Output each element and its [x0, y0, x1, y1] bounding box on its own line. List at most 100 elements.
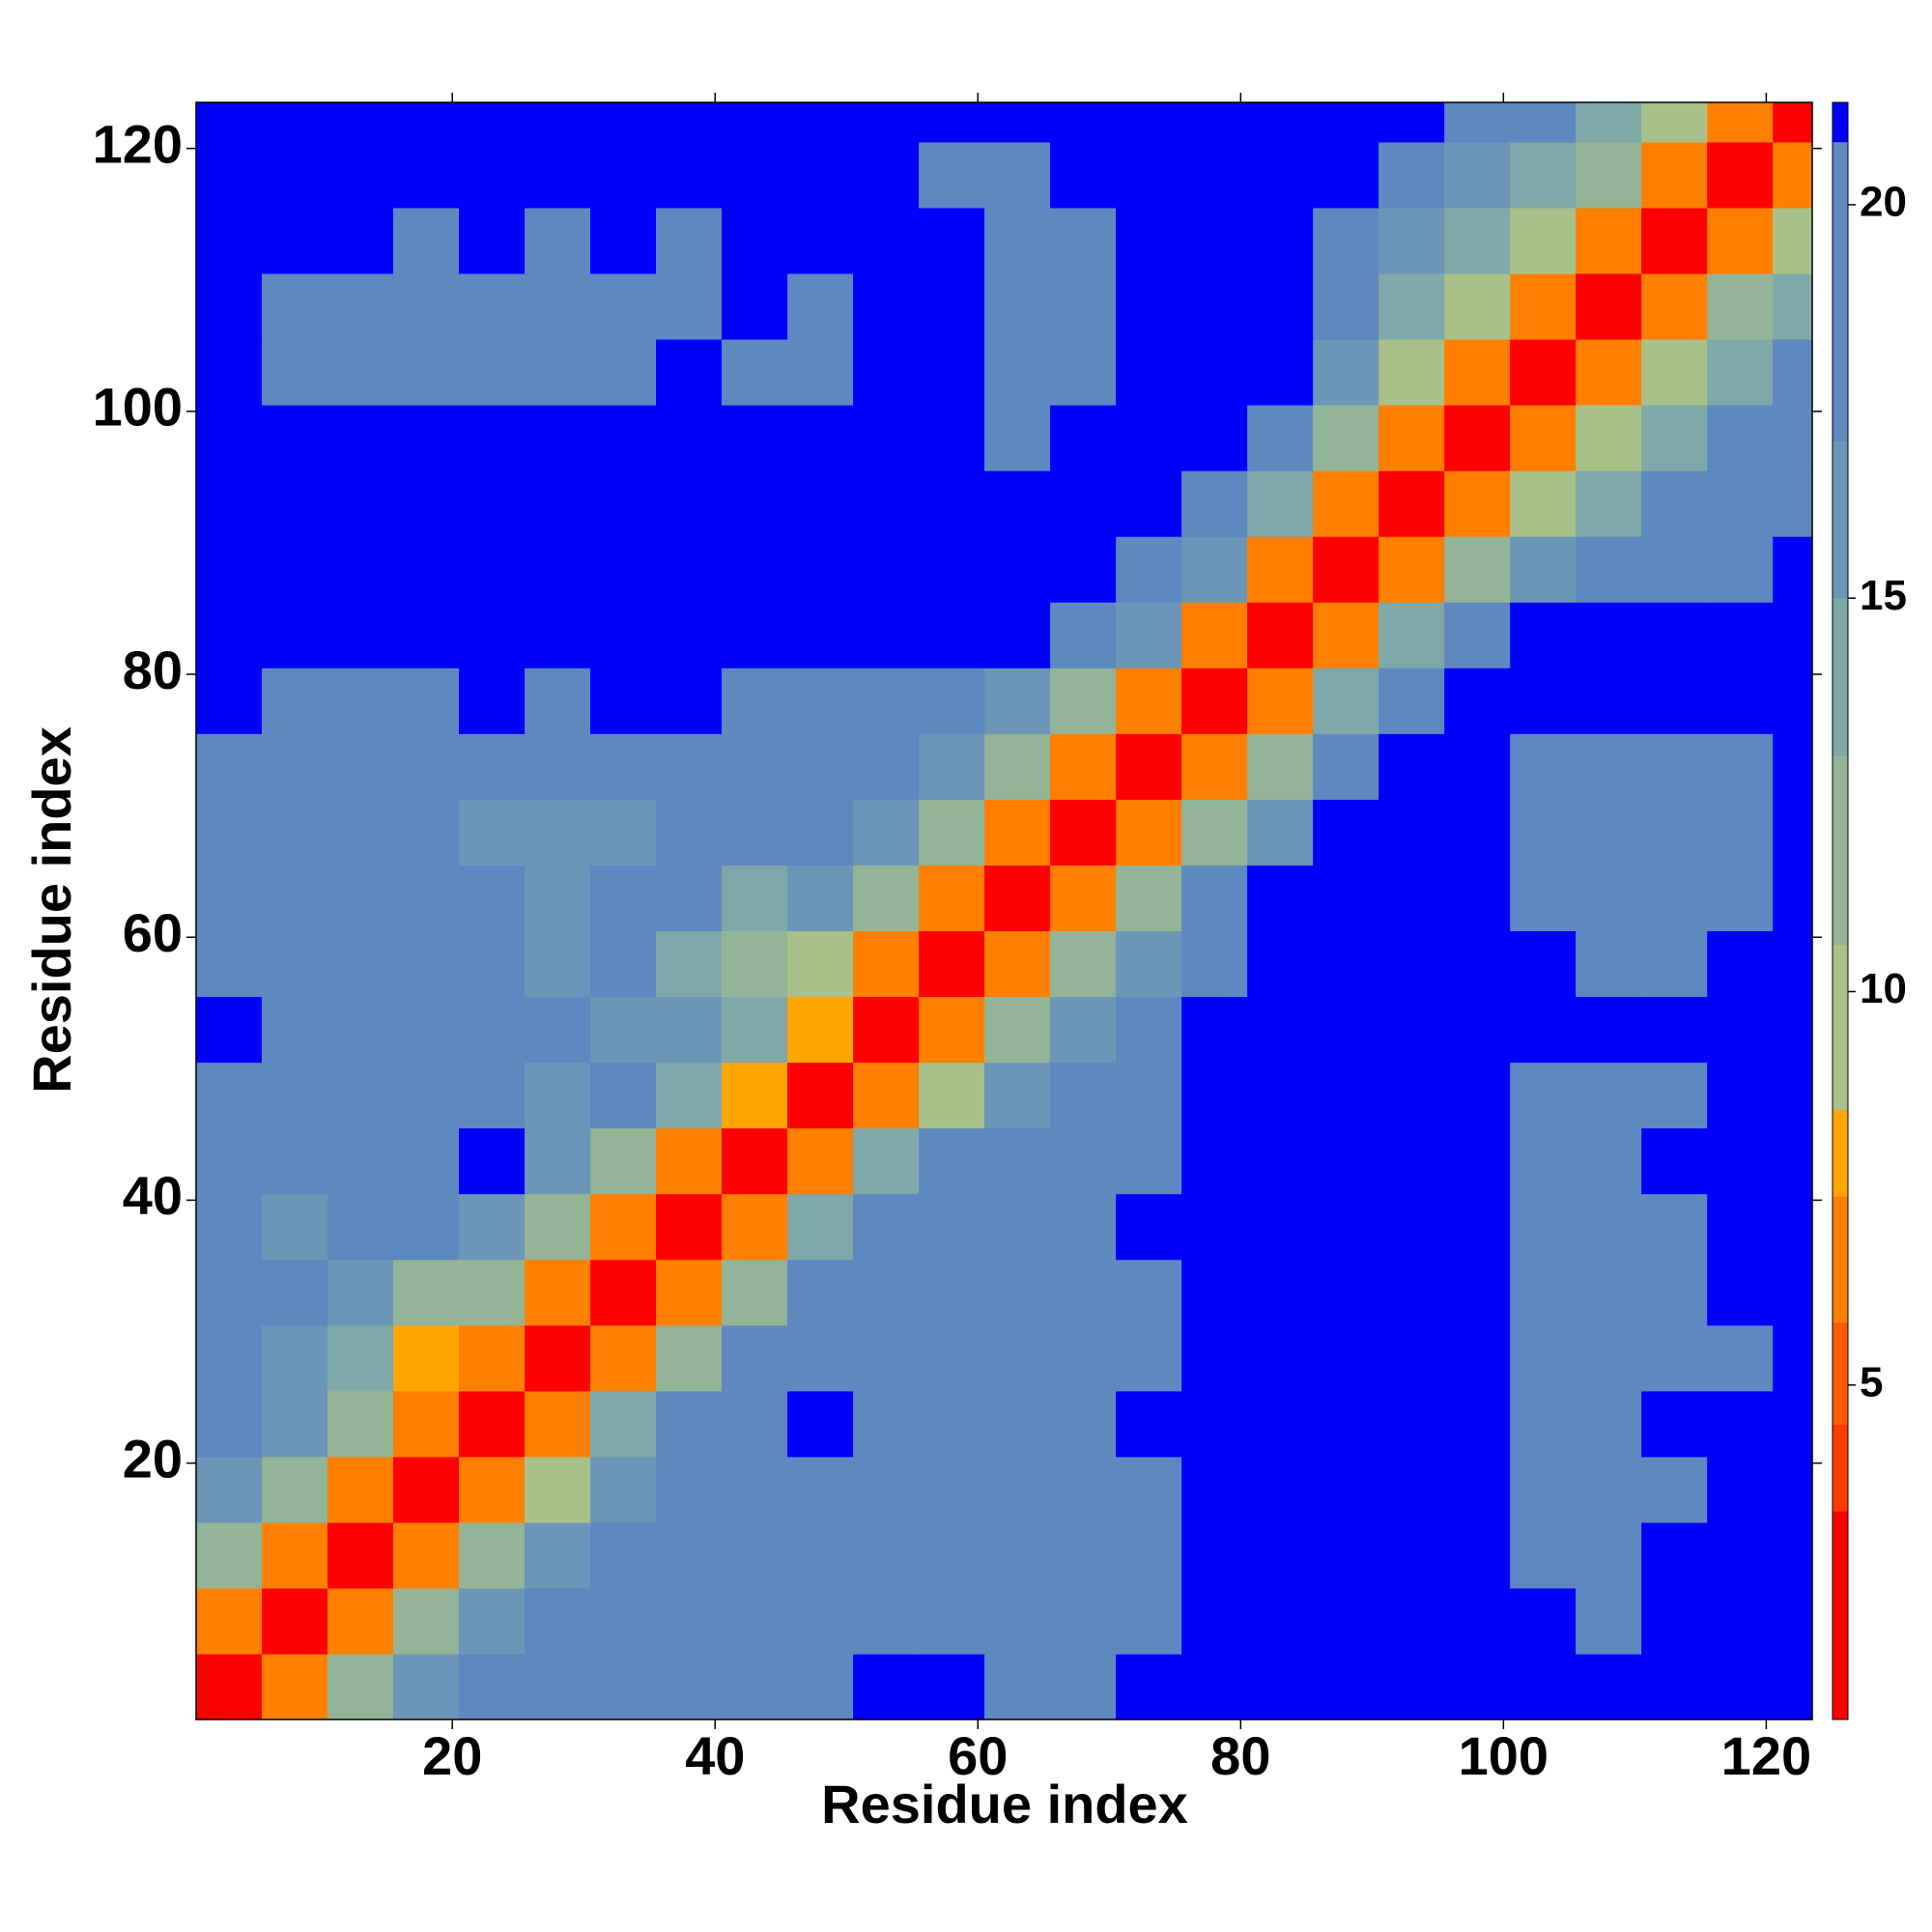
heatmap-cell [1773, 405, 1813, 471]
heatmap-cell [1247, 1324, 1314, 1392]
heatmap-cell [1378, 207, 1445, 274]
heatmap-cell [590, 1193, 657, 1261]
heatmap-cell [262, 930, 328, 998]
heatmap-cell [722, 930, 788, 998]
heatmap-cell [525, 1390, 591, 1458]
heatmap-cell [1773, 1521, 1813, 1589]
heatmap-cell [262, 1653, 328, 1720]
heatmap-cell [1116, 602, 1182, 668]
heatmap-cell [1313, 1653, 1379, 1720]
heatmap-cell [1050, 1127, 1117, 1195]
heatmap-cell [1116, 272, 1182, 340]
heatmap-cell [1707, 865, 1774, 932]
heatmap-cell [1773, 733, 1813, 800]
heatmap-cell [853, 1521, 920, 1589]
heatmap-cell [1378, 1390, 1445, 1458]
heatmap-cell [196, 668, 263, 734]
heatmap-cell [1116, 1259, 1182, 1326]
y-tick-label: 120 [93, 113, 183, 174]
heatmap-cell [1050, 272, 1117, 340]
heatmap-cell [1641, 272, 1708, 340]
heatmap-cell [1378, 930, 1445, 998]
heatmap-cell [787, 799, 854, 866]
heatmap-cell [1444, 141, 1511, 209]
heatmap-cell [853, 865, 920, 932]
heatmap-cell [1116, 338, 1182, 406]
heatmap-cell [1576, 1456, 1642, 1523]
heatmap-cell [393, 536, 460, 603]
heatmap-cell [1510, 1521, 1577, 1589]
heatmap-cell [196, 536, 263, 603]
heatmap-cell [1576, 1587, 1642, 1655]
heatmap-cell [393, 996, 460, 1064]
heatmap-cell [919, 338, 985, 406]
heatmap-cell [1116, 102, 1182, 143]
heatmap-cell [1313, 733, 1379, 800]
heatmap-cell [787, 1062, 854, 1129]
heatmap-cell [1510, 1456, 1577, 1523]
heatmap-cell [1576, 1521, 1642, 1589]
colorbar-band [1833, 944, 1848, 1111]
heatmap-cell [787, 1521, 854, 1589]
heatmap-cell [196, 470, 263, 537]
heatmap-cell [853, 1062, 920, 1129]
heatmap-cell [262, 733, 328, 800]
heatmap-cell [853, 733, 920, 800]
heatmap-cell [722, 1390, 788, 1458]
heatmap-cell [327, 1456, 394, 1523]
heatmap-cell [1510, 470, 1577, 537]
heatmap-cell [1181, 470, 1248, 537]
heatmap-cell [1050, 1456, 1117, 1523]
heatmap-cell [1641, 1390, 1708, 1458]
heatmap-cell [1313, 536, 1379, 603]
heatmap-cell [853, 1456, 920, 1523]
heatmap-cell [1641, 733, 1708, 800]
heatmap-cell [1444, 207, 1511, 274]
heatmap-cell [393, 1653, 460, 1720]
heatmap-cell [459, 668, 526, 734]
heatmap-cell [393, 1193, 460, 1261]
heatmap-cell [327, 141, 394, 209]
heatmap-cell [1576, 141, 1642, 209]
heatmap-cell [1378, 865, 1445, 932]
heatmap-cell [459, 102, 526, 143]
heatmap-cell [196, 1587, 263, 1655]
axes: 20 40 60 80 100 120 20 40 60 80 100 120 5 10 15 20 [93, 93, 1907, 1786]
heatmap-cell [722, 1521, 788, 1589]
heatmap-cell [1378, 1653, 1445, 1720]
heatmap-cell [853, 1259, 920, 1326]
x-tick-label: 20 [422, 1725, 482, 1786]
heatmap-cell [262, 1259, 328, 1326]
heatmap-cell [393, 1127, 460, 1195]
heatmap-cell [262, 799, 328, 866]
heatmap-cell [984, 865, 1051, 932]
heatmap-cell [1181, 602, 1248, 668]
heatmap-cell [1247, 102, 1314, 143]
heatmap-cell [984, 1062, 1051, 1129]
heatmap-cell [1641, 1193, 1708, 1261]
heatmap-cell [196, 338, 263, 406]
heatmap-cell [984, 536, 1051, 603]
heatmap-cell [196, 602, 263, 668]
heatmap-cell [656, 338, 723, 406]
heatmap-cell [459, 865, 526, 932]
heatmap-cell [1444, 996, 1511, 1064]
heatmap-cell [722, 602, 788, 668]
heatmap-cell [984, 102, 1051, 143]
heatmap-cell [722, 207, 788, 274]
heatmap-cell [1181, 102, 1248, 143]
heatmap-cell [525, 930, 591, 998]
heatmap-cell [787, 996, 854, 1064]
heatmap-cell [459, 996, 526, 1064]
heatmap-cell [525, 1653, 591, 1720]
heatmap-cell [853, 602, 920, 668]
heatmap-cell [1181, 930, 1248, 998]
heatmap-cell [459, 1062, 526, 1129]
heatmap-cell [1444, 405, 1511, 471]
heatmap-cell [1313, 1062, 1379, 1129]
heatmap-cell [525, 1324, 591, 1392]
heatmap-cell [459, 1324, 526, 1392]
heatmap-cell [722, 1324, 788, 1392]
heatmap-cell [1247, 207, 1314, 274]
heatmap-cell [393, 799, 460, 866]
